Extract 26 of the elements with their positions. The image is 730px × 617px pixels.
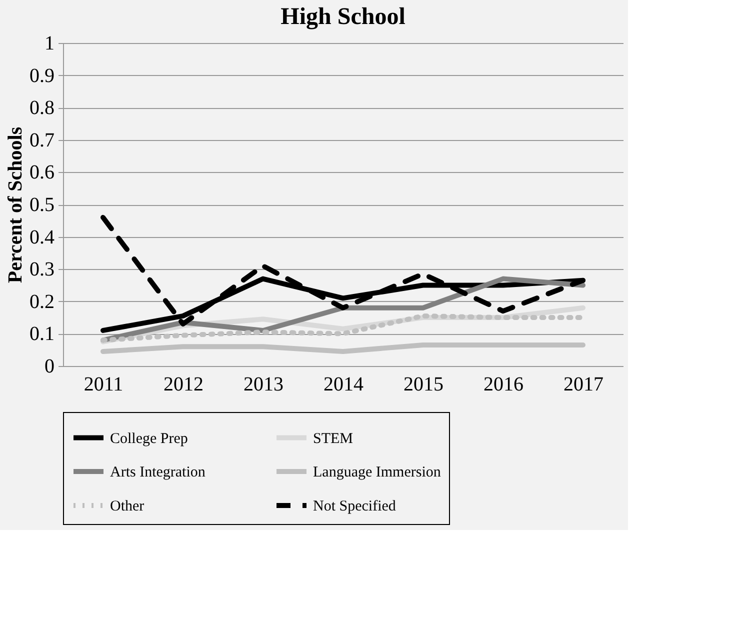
y-tick-label: 0.4 — [30, 226, 54, 248]
legend-label: STEM — [313, 430, 354, 447]
y-tick-label: 0 — [44, 356, 54, 378]
x-tick-label: 2012 — [164, 374, 204, 396]
x-tick-label: 2013 — [244, 374, 284, 396]
x-tick-label: 2011 — [84, 374, 124, 396]
x-tick-label: 2015 — [404, 374, 444, 396]
y-tick-label: 0.7 — [30, 129, 54, 152]
y-axis-title: Percent of Schools — [4, 126, 26, 284]
y-tick-label: 0.9 — [30, 64, 54, 87]
y-tick-label: 0.6 — [30, 162, 54, 184]
y-tick-label: 1 — [44, 32, 54, 54]
y-tick-label: 0.2 — [30, 290, 54, 313]
x-tick-label: 2016 — [484, 374, 524, 396]
y-tick-label: 0.1 — [30, 323, 54, 346]
y-tick-label: 0.8 — [30, 97, 54, 120]
legend-label: Language Immersion — [313, 464, 442, 480]
y-tick-label: 0.5 — [30, 194, 54, 216]
legend-label: Arts Integration — [110, 464, 206, 480]
legend-label: Other — [110, 498, 144, 514]
y-tick-label: 0.3 — [30, 258, 54, 281]
x-tick-label: 2014 — [324, 374, 364, 396]
legend-label: College Prep — [110, 430, 188, 447]
chart-title: High School — [280, 4, 406, 30]
legend-label: Not Specified — [313, 498, 396, 514]
x-tick-label: 2017 — [564, 374, 604, 396]
